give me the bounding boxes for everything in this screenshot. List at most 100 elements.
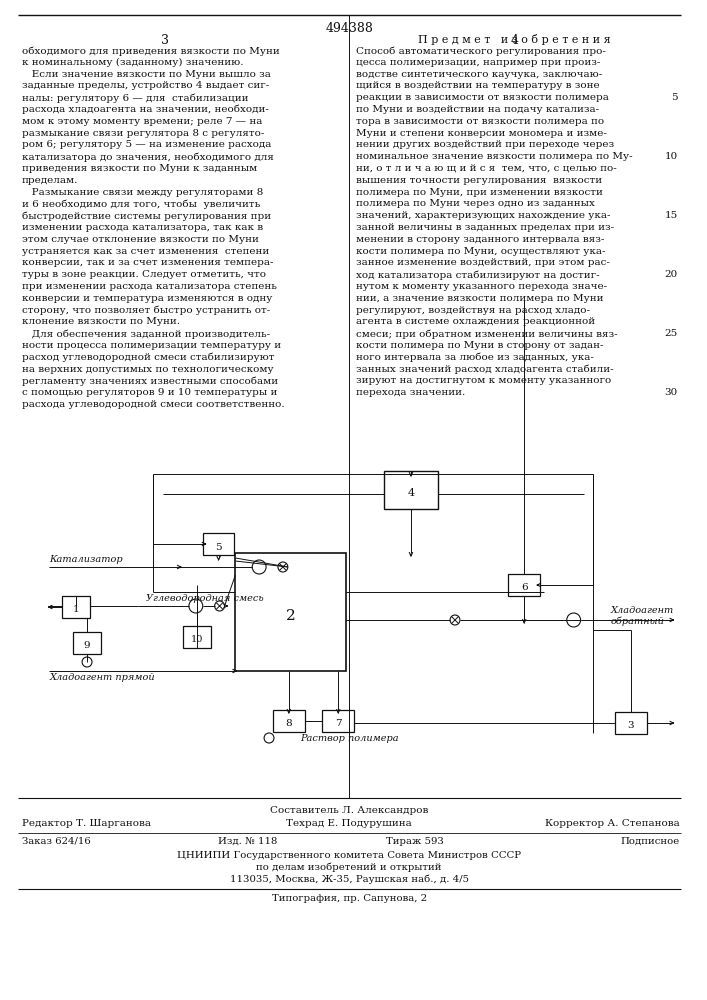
Text: 5: 5 [671,93,677,102]
Text: пределам.: пределам. [22,176,78,185]
Text: быстродействие системы регулирования при: быстродействие системы регулирования при [22,211,271,221]
Text: Корректор А. Степанова: Корректор А. Степанова [545,819,679,828]
Text: 9: 9 [83,642,90,650]
Text: расхода хладоагента на значении, необходи-: расхода хладоагента на значении, необход… [22,105,269,114]
Text: Тираж 593: Тираж 593 [386,837,443,846]
Text: устраняется как за счет изменения  степени: устраняется как за счет изменения степен… [22,247,269,256]
Text: кости полимера по Муни в сторону от задан-: кости полимера по Муни в сторону от зада… [356,341,604,350]
Text: П р е д м е т   и з о б р е т е н и я: П р е д м е т и з о б р е т е н и я [418,34,611,45]
Circle shape [450,615,460,625]
Text: нении других воздействий при переходе через: нении других воздействий при переходе че… [356,140,614,149]
Circle shape [264,733,274,743]
Text: ход катализатора стабилизируют на достиг-: ход катализатора стабилизируют на достиг… [356,270,600,280]
Text: цесса полимеризации, например при произ-: цесса полимеризации, например при произ- [356,58,600,67]
Text: 25: 25 [665,329,677,338]
Text: значений, характеризующих нахождение ука-: значений, характеризующих нахождение ука… [356,211,611,220]
Text: на верхних допустимых по технологическому: на верхних допустимых по технологическом… [22,365,274,374]
Text: 4: 4 [510,34,518,47]
Text: к номинальному (заданному) значению.: к номинальному (заданному) значению. [22,58,243,67]
Text: Муни и степени конверсии мономера и изме-: Муни и степени конверсии мономера и изме… [356,129,607,138]
Text: заданные пределы, устройство 4 выдает сиг-: заданные пределы, устройство 4 выдает си… [22,81,269,90]
Text: водстве синтетического каучука, заключаю-: водстве синтетического каучука, заключаю… [356,70,602,79]
Text: агента в системе охлаждения реакционной: агента в системе охлаждения реакционной [356,317,595,326]
Text: ни, о т л и ч а ю щ и й с я  тем, что, с целью по-: ни, о т л и ч а ю щ и й с я тем, что, с … [356,164,617,173]
Text: ЦНИИПИ Государственного комитета Совета Министров СССР: ЦНИИПИ Государственного комитета Совета … [177,851,521,860]
Text: занное изменение воздействий, при этом рас-: занное изменение воздействий, при этом р… [356,258,610,267]
Text: полимера по Муни через одно из заданных: полимера по Муни через одно из заданных [356,199,595,208]
Text: налы: регулятору 6 — для  стабилизации: налы: регулятору 6 — для стабилизации [22,93,248,103]
Text: приведения вязкости по Муни к заданным: приведения вязкости по Муни к заданным [22,164,257,173]
Bar [322,710,354,732]
Text: 10: 10 [665,152,677,161]
Text: Для обеспечения заданной производитель-: Для обеспечения заданной производитель- [22,329,270,339]
Text: кости полимера по Муни, осуществляют ука-: кости полимера по Муни, осуществляют ука… [356,247,606,256]
Text: по Муни и воздействии на подачу катализа-: по Муни и воздействии на подачу катализа… [356,105,600,114]
Text: менении в сторону заданного интервала вяз-: менении в сторону заданного интервала вя… [356,235,604,244]
Text: размыкание связи регулятора 8 с регулято-: размыкание связи регулятора 8 с регулято… [22,129,264,138]
Text: 2: 2 [286,609,296,623]
Text: тора в зависимости от вязкости полимера по: тора в зависимости от вязкости полимера … [356,117,604,126]
Text: при изменении расхода катализатора степень: при изменении расхода катализатора степе… [22,282,276,291]
Bar [508,574,540,596]
Text: по делам изобретений и открытий: по делам изобретений и открытий [257,863,442,872]
Circle shape [215,601,225,611]
Text: Хладоагент прямой: Хладоагент прямой [49,673,155,682]
Bar [203,533,235,555]
Text: регулируют, воздействуя на расход хладо-: регулируют, воздействуя на расход хладо- [356,306,590,315]
Text: Катализатор: Катализатор [49,555,123,564]
Text: расход углеводородной смеси стабилизируют: расход углеводородной смеси стабилизирую… [22,353,274,362]
Circle shape [189,599,203,613]
Text: Подписное: Подписное [620,837,679,846]
Text: Типография, пр. Сапунова, 2: Типография, пр. Сапунова, 2 [271,894,427,903]
Text: Если значение вязкости по Муни вышло за: Если значение вязкости по Муни вышло за [22,70,271,79]
Bar [384,471,438,509]
Text: 3: 3 [628,722,634,730]
Text: Углеводородная смесь: Углеводородная смесь [146,594,264,603]
Circle shape [278,562,288,572]
Text: и 6 необходимо для того, чтобы  увеличить: и 6 необходимо для того, чтобы увеличить [22,199,260,209]
Text: реакции в зависимости от вязкости полимера: реакции в зависимости от вязкости полиме… [356,93,609,102]
Text: клонение вязкости по Муни.: клонение вязкости по Муни. [22,317,180,326]
Text: этом случае отклонение вязкости по Муни: этом случае отклонение вязкости по Муни [22,235,259,244]
Text: изменении расхода катализатора, так как в: изменении расхода катализатора, так как … [22,223,263,232]
Text: 4: 4 [407,488,414,498]
Text: 20: 20 [665,270,677,279]
Text: 6: 6 [521,584,527,592]
Circle shape [82,657,92,667]
Text: расхода углеводородной смеси соответственно.: расхода углеводородной смеси соответстве… [22,400,284,409]
Text: 113035, Москва, Ж-35, Раушская наб., д. 4/5: 113035, Москва, Ж-35, Раушская наб., д. … [230,875,469,884]
Text: конверсии, так и за счет изменения темпера-: конверсии, так и за счет изменения темпе… [22,258,274,267]
Text: 5: 5 [215,542,222,552]
Text: 7: 7 [335,720,341,728]
Circle shape [567,613,580,627]
Text: перехода значении.: перехода значении. [356,388,465,397]
Text: нии, а значение вязкости полимера по Муни: нии, а значение вязкости полимера по Мун… [356,294,604,303]
Text: щийся в воздействии на температуру в зоне: щийся в воздействии на температуру в зон… [356,81,600,90]
Bar [615,712,647,734]
Text: регламенту значениях известными способами: регламенту значениях известными способам… [22,376,278,386]
Text: 8: 8 [286,720,292,728]
Text: нутом к моменту указанного перехода значе-: нутом к моменту указанного перехода знач… [356,282,607,291]
Text: Техрад Е. Подурушина: Техрад Е. Подурушина [286,819,412,828]
Text: вышения точности регулирования  вязкости: вышения точности регулирования вязкости [356,176,602,185]
Bar [235,553,346,671]
Text: Способ автоматического регулирования про-: Способ автоматического регулирования про… [356,46,606,55]
Text: катализатора до значения, необходимого для: катализатора до значения, необходимого д… [22,152,274,162]
Text: с помощью регуляторов 9 и 10 температуры и: с помощью регуляторов 9 и 10 температуры… [22,388,277,397]
Text: сторону, что позволяет быстро устранить от-: сторону, что позволяет быстро устранить … [22,306,270,315]
Text: ности процесса полимеризации температуру и: ности процесса полимеризации температуру… [22,341,281,350]
Text: занной величины в заданных пределах при из-: занной величины в заданных пределах при … [356,223,614,232]
Text: занных значений расход хладоагента стабили-: занных значений расход хладоагента стаби… [356,365,614,374]
Text: Составитель Л. Александров: Составитель Л. Александров [270,806,428,815]
Text: мом к этому моменту времени; реле 7 — на: мом к этому моменту времени; реле 7 — на [22,117,262,126]
Text: Хладоагент
обратный: Хладоагент обратный [610,606,674,626]
Text: обходимого для приведения вязкости по Муни: обходимого для приведения вязкости по Му… [22,46,279,55]
Text: смеси; при обратном изменении величины вяз-: смеси; при обратном изменении величины в… [356,329,618,339]
Text: Раствор полимера: Раствор полимера [300,734,398,743]
Text: зируют на достигнутом к моменту указанного: зируют на достигнутом к моменту указанно… [356,376,612,385]
Text: номинальное значение вязкости полимера по Му-: номинальное значение вязкости полимера п… [356,152,633,161]
Text: 3: 3 [161,34,169,47]
Bar [273,710,305,732]
Bar [183,626,211,648]
Text: конверсии и температура изменяются в одну: конверсии и температура изменяются в одн… [22,294,272,303]
